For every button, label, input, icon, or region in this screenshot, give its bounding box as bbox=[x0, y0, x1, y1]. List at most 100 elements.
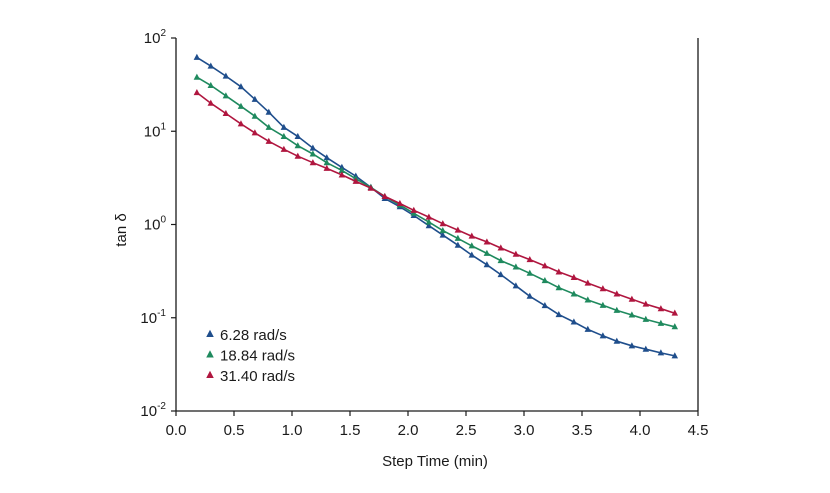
data-point bbox=[294, 142, 302, 149]
series-line bbox=[196, 76, 675, 328]
data-point bbox=[497, 271, 505, 278]
data-point bbox=[570, 290, 578, 297]
data-point bbox=[237, 102, 245, 109]
y-tick-base: 10 bbox=[144, 30, 161, 47]
data-point bbox=[193, 73, 201, 80]
y-tick-exponent: 0 bbox=[160, 215, 166, 226]
data-point bbox=[396, 199, 404, 207]
data-point bbox=[468, 242, 476, 249]
data-point bbox=[309, 159, 317, 166]
data-point bbox=[555, 268, 563, 275]
data-point bbox=[613, 337, 621, 344]
data-point bbox=[323, 159, 331, 166]
y-tick-label: 100 bbox=[144, 215, 167, 234]
series-group bbox=[193, 53, 679, 359]
legend-item: 31.40 rad/s bbox=[206, 368, 295, 385]
data-point bbox=[280, 145, 288, 152]
data-point bbox=[657, 319, 665, 326]
data-point bbox=[309, 150, 317, 157]
data-point bbox=[338, 166, 346, 173]
x-axis-ticks: 0.0 0.5 1.0 1.5 2.0 2.5 3.0 3.5 4.0 4.5 bbox=[166, 411, 709, 439]
data-point bbox=[251, 112, 259, 119]
data-point bbox=[280, 132, 288, 139]
legend-marker bbox=[206, 370, 214, 378]
series-2 bbox=[193, 88, 679, 316]
y-tick-base: 10 bbox=[144, 217, 161, 234]
x-tick-label: 2.0 bbox=[398, 422, 419, 439]
x-tick-label: 1.0 bbox=[282, 422, 303, 439]
y-axis-label: tan δ bbox=[113, 213, 130, 246]
data-point bbox=[425, 213, 433, 220]
data-point bbox=[584, 325, 592, 332]
data-point bbox=[613, 306, 621, 313]
data-point bbox=[222, 109, 230, 117]
y-tick-label: 101 bbox=[144, 121, 167, 140]
data-point bbox=[425, 218, 433, 225]
x-tick-label: 0.5 bbox=[224, 422, 245, 439]
data-point bbox=[599, 301, 607, 308]
data-point bbox=[657, 305, 665, 312]
data-point bbox=[323, 164, 331, 171]
data-point bbox=[671, 309, 679, 316]
data-point bbox=[642, 315, 650, 322]
data-point bbox=[251, 129, 259, 136]
x-tick-label: 3.0 bbox=[514, 422, 535, 439]
series-0 bbox=[193, 53, 679, 359]
data-point bbox=[526, 256, 534, 263]
data-point bbox=[570, 273, 578, 281]
legend-item: 18.84 rad/s bbox=[206, 348, 295, 365]
data-point bbox=[541, 262, 549, 269]
data-point bbox=[628, 311, 636, 318]
data-point bbox=[526, 269, 534, 276]
data-point bbox=[584, 296, 592, 303]
data-point bbox=[526, 292, 534, 299]
x-tick-label: 2.5 bbox=[456, 422, 477, 439]
x-tick-label: 4.5 bbox=[688, 422, 709, 439]
y-tick-exponent: -1 bbox=[157, 308, 166, 319]
data-point bbox=[265, 137, 273, 144]
data-point bbox=[265, 123, 273, 130]
data-point bbox=[439, 227, 447, 234]
data-point bbox=[237, 120, 245, 127]
data-point bbox=[352, 177, 360, 184]
x-tick-label: 3.5 bbox=[572, 422, 593, 439]
legend-marker bbox=[206, 329, 214, 337]
legend-item: 6.28 rad/s bbox=[206, 327, 287, 344]
data-point bbox=[454, 234, 462, 241]
data-point bbox=[207, 99, 215, 106]
data-point bbox=[425, 222, 433, 229]
data-point bbox=[642, 300, 650, 307]
data-point bbox=[657, 349, 665, 356]
data-point bbox=[512, 263, 520, 270]
y-tick-exponent: 2 bbox=[160, 28, 166, 39]
y-tick-label: 10-2 bbox=[140, 401, 166, 420]
data-point bbox=[628, 342, 636, 349]
data-point bbox=[642, 345, 650, 352]
data-point bbox=[454, 241, 462, 248]
data-point bbox=[599, 332, 607, 339]
data-point bbox=[193, 53, 201, 60]
data-point bbox=[613, 290, 621, 297]
data-point bbox=[323, 154, 331, 161]
y-tick-label: 10-1 bbox=[140, 308, 166, 327]
data-point bbox=[497, 244, 505, 251]
data-point bbox=[294, 152, 302, 159]
data-point bbox=[541, 277, 549, 284]
data-point bbox=[309, 144, 317, 151]
y-tick-base: 10 bbox=[144, 123, 161, 140]
y-tick-exponent: -2 bbox=[157, 401, 166, 412]
data-point bbox=[410, 206, 418, 213]
data-point bbox=[367, 184, 375, 191]
data-point bbox=[193, 88, 201, 96]
data-point bbox=[483, 261, 491, 268]
data-point bbox=[265, 108, 273, 115]
data-point bbox=[338, 171, 346, 178]
data-point bbox=[483, 249, 491, 256]
series-line bbox=[196, 91, 676, 314]
legend-label: 31.40 rad/s bbox=[220, 368, 295, 385]
x-tick-label: 0.0 bbox=[166, 422, 187, 439]
data-point bbox=[251, 95, 259, 102]
legend-label: 6.28 rad/s bbox=[220, 327, 287, 344]
